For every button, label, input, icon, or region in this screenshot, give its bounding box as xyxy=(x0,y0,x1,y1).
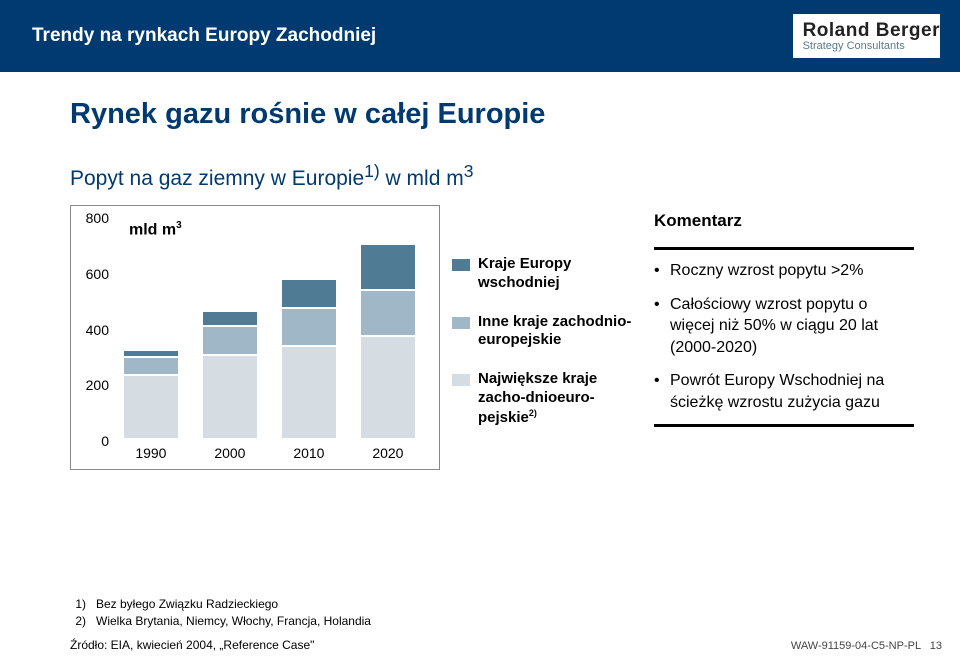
subtitle: Popyt na gaz ziemny w Europie1) w mld m3 xyxy=(70,161,960,191)
comment-bullet: •Całościowy wzrost popytu o więcej niż 5… xyxy=(654,294,914,359)
legend-item: Największe kraje zacho-dnioeuro-pejskie2… xyxy=(452,370,642,427)
x-tick-label: 2010 xyxy=(293,445,324,461)
footnote-text: Bez byłego Związku Radzieckiego xyxy=(96,596,278,613)
bar-segment xyxy=(281,308,337,346)
y-tick-label: 200 xyxy=(79,377,109,393)
x-tick-label: 2020 xyxy=(372,445,403,461)
bullet-text: Roczny wzrost popytu >2% xyxy=(670,260,863,282)
logo-line1: Roland Berger xyxy=(803,20,940,42)
bar-segment xyxy=(202,355,258,439)
chart-box: mld m3 02004006008001990200020102020 xyxy=(70,205,440,470)
legend-label: Kraje Europy wschodniej xyxy=(478,255,642,293)
y-tick-label: 400 xyxy=(79,322,109,338)
y-tick-label: 800 xyxy=(79,210,109,226)
bar-segment xyxy=(123,357,179,375)
bar-segment xyxy=(202,326,258,355)
chart-plot-area xyxy=(113,218,427,439)
bullet-dot-icon: • xyxy=(654,260,664,282)
footnotes: 1) Bez byłego Związku Radzieckiego 2) Wielk… xyxy=(70,596,371,630)
source-line: Źródło: EIA, kwiecień 2004, „Reference C… xyxy=(70,638,314,652)
legend-item: Inne kraje zachodnio-europejskie xyxy=(452,313,642,351)
footnote-row: 1) Bez byłego Związku Radzieckiego xyxy=(70,596,371,613)
comment-title: Komentarz xyxy=(654,211,914,231)
bar-group xyxy=(281,279,337,439)
bullet-text: Całościowy wzrost popytu o więcej niż 50… xyxy=(670,294,914,359)
header-bar: Trendy na rynkach Europy Zachodniej Rola… xyxy=(0,0,960,72)
comment-box: •Roczny wzrost popytu >2%•Całościowy wzr… xyxy=(654,247,914,427)
bar-segment xyxy=(360,244,416,290)
slide-num: 13 xyxy=(930,640,942,652)
x-tick-label: 1990 xyxy=(135,445,166,461)
content-row: mld m3 02004006008001990200020102020 Kra… xyxy=(0,205,960,470)
bullet-text: Powrót Europy Wschodniej na ścieżkę wzro… xyxy=(670,370,914,413)
comment-bullet: •Powrót Europy Wschodniej na ścieżkę wzr… xyxy=(654,370,914,413)
legend-item: Kraje Europy wschodniej xyxy=(452,255,642,293)
legend-swatch xyxy=(452,259,470,271)
bar-group xyxy=(360,244,416,439)
comment-panel: Komentarz •Roczny wzrost popytu >2%•Cało… xyxy=(654,205,914,427)
subtitle-suffix-sup: 3 xyxy=(464,161,474,181)
bullet-dot-icon: • xyxy=(654,370,664,413)
bar-group xyxy=(123,350,179,439)
slide-code: WAW-91159-04-C5-NP-PL 13 xyxy=(791,640,942,652)
comment-bullet: • Roczny wzrost popytu >2% xyxy=(654,260,914,282)
legend-label: Inne kraje zachodnio-europejskie xyxy=(478,313,642,351)
logo: Roland Berger Strategy Consultants xyxy=(793,14,940,58)
header-title: Trendy na rynkach Europy Zachodniej xyxy=(32,25,376,47)
footnote-num: 1) xyxy=(70,596,86,613)
bar-segment xyxy=(281,346,337,439)
bar-segment xyxy=(360,290,416,336)
y-tick-label: 0 xyxy=(79,433,109,449)
page-title: Rynek gazu rośnie w całej Europie xyxy=(70,98,960,131)
bar-segment xyxy=(123,350,179,357)
y-tick-label: 600 xyxy=(79,266,109,282)
legend-swatch xyxy=(452,317,470,329)
footnote-row: 2) Wielka Brytania, Niemcy, Włochy, Franc… xyxy=(70,613,371,630)
bar-segment xyxy=(281,279,337,308)
bar-segment xyxy=(360,336,416,439)
bar-segment xyxy=(123,375,179,439)
subtitle-prefix: Popyt na gaz ziemny w Europie xyxy=(70,167,364,190)
subtitle-suffix: w mld m xyxy=(380,167,464,190)
footnote-num: 2) xyxy=(70,613,86,630)
footnote-text: Wielka Brytania, Niemcy, Włochy, Francja… xyxy=(96,613,371,630)
legend-swatch xyxy=(452,374,470,386)
bar-group xyxy=(202,311,258,439)
slide-code-text: WAW-91159-04-C5-NP-PL xyxy=(791,640,921,652)
legend: Kraje Europy wschodniej Inne kraje zachod… xyxy=(452,205,642,447)
bar-segment xyxy=(202,311,258,326)
chart-cell: mld m3 02004006008001990200020102020 xyxy=(70,205,440,470)
subtitle-sup: 1) xyxy=(364,161,380,181)
x-tick-label: 2000 xyxy=(214,445,245,461)
legend-label: Największe kraje zacho-dnioeuro-pejskie2… xyxy=(478,370,642,427)
bullet-dot-icon: • xyxy=(654,294,664,359)
